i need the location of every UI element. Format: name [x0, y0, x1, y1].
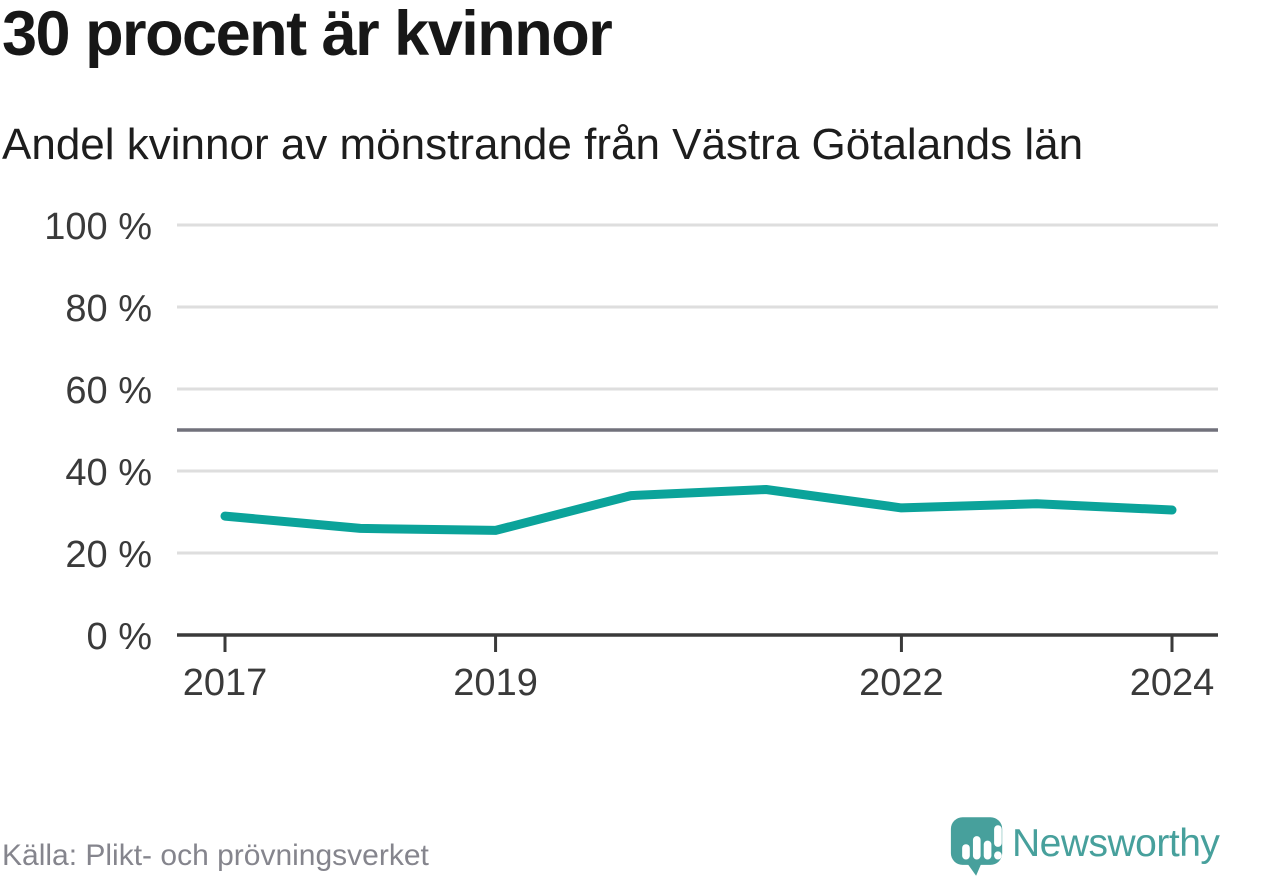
svg-text:40 %: 40 % — [65, 452, 152, 494]
chart-subtitle: Andel kvinnor av mönstrande från Västra … — [2, 120, 1084, 169]
newsworthy-logo-icon — [950, 817, 1003, 876]
svg-text:2022: 2022 — [859, 662, 944, 704]
line-chart: 2017 2019 2022 2024 0 % 20 % 40 % 60 % 80 % 100 % — [44, 206, 1218, 704]
svg-text:2024: 2024 — [1130, 662, 1215, 704]
svg-text:100 %: 100 % — [44, 206, 152, 248]
source-note: Källa: Plikt- och prövningsverket — [2, 839, 429, 872]
svg-text:80 %: 80 % — [65, 288, 152, 330]
svg-text:2017: 2017 — [183, 662, 268, 704]
svg-text:20 %: 20 % — [65, 534, 152, 576]
brand-name: Newsworthy — [1012, 822, 1220, 865]
newsworthy-logo: Newsworthy — [950, 815, 1220, 877]
svg-text:2019: 2019 — [453, 662, 538, 704]
svg-text:60 %: 60 % — [65, 370, 152, 412]
page-title: 30 procent är kvinnor — [2, 0, 613, 69]
svg-text:0 %: 0 % — [87, 616, 152, 658]
